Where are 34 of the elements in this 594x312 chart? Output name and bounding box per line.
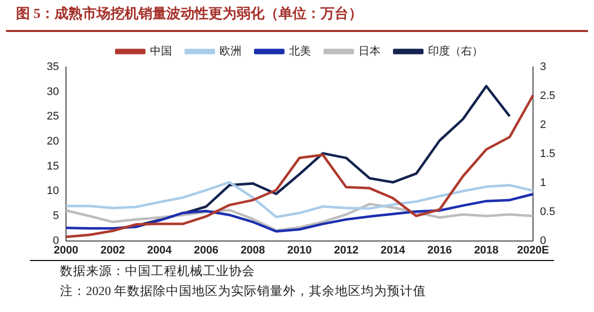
y-tick-label: 10 bbox=[46, 185, 59, 198]
x-tick-label: 2000 bbox=[54, 244, 78, 256]
y2-tick-label: 1.5 bbox=[540, 148, 556, 160]
y-tick-label: 25 bbox=[46, 110, 59, 123]
y-tick-label: 0 bbox=[52, 234, 59, 247]
x-tick-label: 2002 bbox=[100, 244, 125, 256]
x-tick-label: 2004 bbox=[147, 244, 173, 256]
legend-label: 欧洲 bbox=[219, 44, 242, 58]
y-tick-label: 35 bbox=[46, 61, 59, 74]
legend-label: 北美 bbox=[288, 44, 311, 58]
y-tick-label: 30 bbox=[46, 86, 59, 98]
x-tick-label: 2012 bbox=[334, 244, 358, 256]
x-tick-label: 2006 bbox=[194, 244, 218, 256]
x-tick-label: 2010 bbox=[287, 244, 312, 256]
y-tick-label: 5 bbox=[52, 210, 59, 222]
x-tick-label: 2018 bbox=[474, 244, 499, 256]
y2-tick-label: 2.5 bbox=[540, 90, 556, 102]
x-tick-label: 2008 bbox=[240, 244, 266, 256]
source-note: 数据来源：中国工程机械工业协会 bbox=[60, 263, 256, 280]
y2-tick-label: 2 bbox=[540, 118, 546, 131]
legend-label: 日本 bbox=[358, 44, 380, 58]
chart-title: 图 5：成熟市场挖机销量波动性更为弱化（单位：万台） bbox=[6, 0, 588, 32]
legend-label: 中国 bbox=[150, 44, 172, 58]
y2-tick-label: 0 bbox=[540, 234, 546, 247]
y2-tick-label: 1 bbox=[540, 176, 546, 189]
y-tick-label: 20 bbox=[46, 136, 59, 148]
y2-tick-label: 3 bbox=[540, 61, 546, 74]
x-tick-label: 2014 bbox=[380, 244, 406, 256]
x-tick-label: 2020E bbox=[517, 244, 549, 256]
y2-tick-label: 0.5 bbox=[540, 206, 556, 218]
x-tick-label: 2016 bbox=[427, 244, 452, 256]
text: 注：2020 年数据除中国地区为实际销量外，其余地区均为预计值 bbox=[60, 283, 428, 300]
y-tick-label: 15 bbox=[46, 160, 59, 172]
legend-label: 印度（右） bbox=[428, 44, 483, 58]
